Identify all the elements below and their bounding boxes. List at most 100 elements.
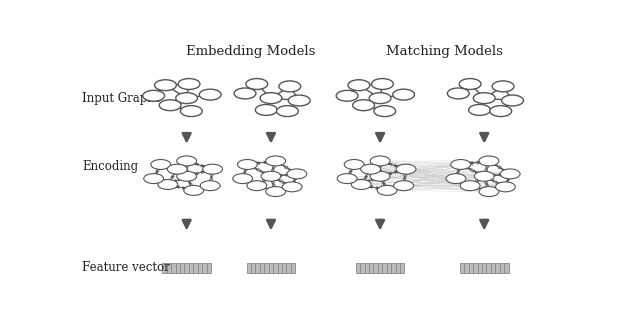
Circle shape bbox=[199, 89, 221, 100]
Circle shape bbox=[495, 182, 515, 192]
Circle shape bbox=[260, 93, 282, 104]
Circle shape bbox=[237, 159, 257, 169]
Circle shape bbox=[154, 80, 177, 91]
Circle shape bbox=[255, 104, 277, 115]
Circle shape bbox=[351, 180, 371, 189]
Bar bbox=[482, 263, 486, 273]
Bar bbox=[468, 263, 473, 273]
Bar bbox=[167, 263, 171, 273]
Circle shape bbox=[247, 181, 267, 191]
Circle shape bbox=[287, 169, 307, 179]
Circle shape bbox=[353, 100, 374, 111]
Bar bbox=[378, 263, 382, 273]
Text: Matching Models: Matching Models bbox=[386, 45, 503, 58]
Bar bbox=[460, 263, 465, 273]
Bar bbox=[387, 263, 391, 273]
Bar bbox=[495, 263, 500, 273]
Bar bbox=[486, 263, 491, 273]
Text: Input Graphs: Input Graphs bbox=[83, 92, 161, 105]
Circle shape bbox=[393, 89, 415, 100]
Bar bbox=[504, 263, 509, 273]
Bar bbox=[255, 263, 260, 273]
Circle shape bbox=[159, 100, 181, 111]
Circle shape bbox=[288, 95, 310, 106]
Circle shape bbox=[468, 104, 490, 115]
Bar bbox=[369, 263, 374, 273]
Circle shape bbox=[176, 93, 198, 104]
Circle shape bbox=[177, 156, 196, 166]
Bar bbox=[163, 263, 167, 273]
Bar bbox=[360, 263, 365, 273]
Circle shape bbox=[492, 81, 514, 92]
Circle shape bbox=[266, 186, 285, 196]
Bar bbox=[282, 263, 287, 273]
Circle shape bbox=[266, 156, 285, 166]
Circle shape bbox=[447, 88, 469, 99]
Bar bbox=[264, 263, 269, 273]
Bar bbox=[198, 263, 202, 273]
Bar bbox=[251, 263, 255, 273]
Circle shape bbox=[396, 164, 416, 174]
Circle shape bbox=[143, 90, 164, 101]
Circle shape bbox=[500, 169, 520, 179]
Circle shape bbox=[158, 180, 178, 189]
Circle shape bbox=[372, 79, 394, 90]
Circle shape bbox=[167, 164, 187, 174]
Circle shape bbox=[377, 185, 397, 195]
Bar bbox=[260, 263, 264, 273]
Circle shape bbox=[246, 79, 268, 90]
Bar bbox=[477, 263, 482, 273]
Bar bbox=[491, 263, 495, 273]
Bar bbox=[207, 263, 211, 273]
Circle shape bbox=[479, 156, 499, 166]
Text: Feature vector: Feature vector bbox=[83, 261, 170, 274]
Circle shape bbox=[203, 164, 223, 174]
Circle shape bbox=[370, 171, 390, 181]
Bar bbox=[374, 263, 378, 273]
Circle shape bbox=[336, 90, 358, 101]
Circle shape bbox=[276, 106, 298, 117]
Bar bbox=[473, 263, 477, 273]
Bar bbox=[175, 263, 180, 273]
Circle shape bbox=[394, 181, 413, 191]
Circle shape bbox=[233, 174, 253, 184]
Bar bbox=[365, 263, 369, 273]
Bar bbox=[171, 263, 175, 273]
Circle shape bbox=[369, 93, 391, 104]
Circle shape bbox=[474, 171, 494, 181]
Circle shape bbox=[337, 174, 357, 184]
Bar bbox=[180, 263, 184, 273]
Circle shape bbox=[460, 181, 480, 191]
Circle shape bbox=[490, 106, 511, 117]
Bar bbox=[278, 263, 282, 273]
Circle shape bbox=[361, 164, 381, 174]
Bar bbox=[246, 263, 251, 273]
Bar bbox=[193, 263, 198, 273]
Bar bbox=[202, 263, 207, 273]
Circle shape bbox=[282, 182, 302, 192]
Text: Embedding Models: Embedding Models bbox=[186, 45, 316, 58]
Circle shape bbox=[144, 174, 164, 184]
Circle shape bbox=[180, 106, 202, 117]
Bar bbox=[291, 263, 295, 273]
Bar bbox=[184, 263, 189, 273]
Bar bbox=[396, 263, 400, 273]
Circle shape bbox=[479, 186, 499, 196]
Circle shape bbox=[279, 81, 301, 92]
Circle shape bbox=[370, 156, 390, 166]
Circle shape bbox=[474, 93, 495, 104]
Circle shape bbox=[151, 159, 171, 169]
Circle shape bbox=[234, 88, 256, 99]
Circle shape bbox=[184, 185, 204, 195]
Circle shape bbox=[459, 79, 481, 90]
Bar bbox=[287, 263, 291, 273]
Circle shape bbox=[200, 181, 220, 191]
Circle shape bbox=[178, 79, 200, 90]
Circle shape bbox=[451, 159, 470, 169]
Bar bbox=[356, 263, 360, 273]
Bar bbox=[500, 263, 504, 273]
Circle shape bbox=[446, 174, 466, 184]
Bar bbox=[382, 263, 387, 273]
Circle shape bbox=[374, 106, 396, 117]
Bar bbox=[273, 263, 278, 273]
